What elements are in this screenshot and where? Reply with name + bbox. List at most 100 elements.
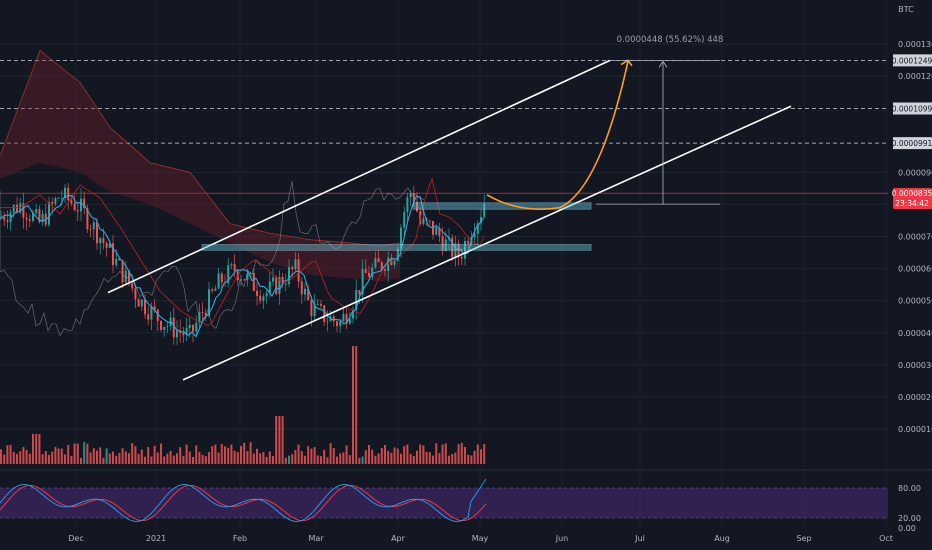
candle-body — [32, 213, 34, 221]
volume-bar — [307, 446, 310, 464]
volume-bar — [297, 444, 300, 464]
candle-body — [278, 276, 281, 294]
volume-bar — [265, 456, 268, 464]
volume-bar — [70, 455, 73, 464]
candle-body — [124, 270, 127, 283]
volume-bar — [364, 450, 367, 464]
price-tick-label: 0.0000500 — [898, 297, 932, 306]
candle-body — [57, 197, 60, 199]
volume-bar — [396, 448, 399, 464]
candle-body — [166, 326, 169, 328]
volume-bar — [339, 453, 342, 464]
volume-bar — [153, 445, 156, 464]
volume-bar — [169, 451, 172, 464]
candle-body — [435, 227, 438, 235]
channel-lower-line — [182, 105, 792, 381]
candle-body — [38, 209, 41, 223]
candle-body — [172, 317, 175, 338]
candle-body — [304, 288, 306, 295]
volume-bar — [310, 448, 313, 464]
volume-bar — [252, 453, 255, 464]
volume-bar — [192, 456, 194, 464]
volume-bar — [201, 454, 204, 464]
volume-bar — [377, 453, 380, 464]
volume-bar — [371, 449, 374, 464]
volume-bar — [144, 456, 146, 464]
price-tick-label: 0.0000600 — [898, 265, 932, 274]
time-tick-label: Apr — [391, 534, 406, 543]
volume-bar — [483, 444, 486, 464]
volume-bar — [19, 451, 22, 464]
candle-body — [307, 288, 310, 300]
volume-bar — [182, 456, 185, 464]
volume-bar — [444, 443, 447, 464]
candle-body — [387, 257, 390, 272]
volume-bar — [460, 442, 463, 464]
volume-bar — [448, 455, 450, 464]
candle-body — [265, 293, 268, 297]
support-zone-lower — [201, 244, 592, 251]
candle-body — [400, 227, 402, 249]
candle-body — [361, 269, 364, 295]
time-axis[interactable]: Dec 2021 Feb Mar Apr May Jun Jul Aug Sep Oct — [68, 534, 893, 543]
candle-body — [332, 316, 335, 322]
candle-body — [131, 283, 134, 289]
volume-bar — [246, 451, 249, 464]
candle-body — [358, 289, 361, 295]
volume-bar — [425, 452, 428, 464]
volume-bar — [249, 442, 252, 464]
time-tick-label: Mar — [308, 534, 324, 543]
candle-body — [208, 289, 210, 316]
cloud-band — [0, 50, 400, 282]
volume-bar — [83, 442, 86, 464]
candle-body — [12, 204, 15, 213]
candle-body — [464, 240, 466, 259]
candle-body — [86, 208, 89, 229]
volume-bar — [227, 447, 230, 464]
candle-body — [467, 240, 470, 244]
volume-bar — [236, 452, 239, 464]
candle-body — [371, 267, 374, 277]
volume-bar — [195, 445, 198, 464]
volume-bar — [96, 450, 98, 464]
volume-bar — [323, 449, 326, 464]
volume-bar — [208, 452, 210, 464]
candle-body — [9, 212, 12, 222]
candle-body — [272, 277, 274, 282]
volume-bar — [176, 453, 178, 464]
time-tick-label: May — [472, 534, 489, 543]
price-tick-label: 0.0000400 — [898, 329, 932, 338]
volume-bar — [105, 448, 108, 464]
volume-bar — [304, 455, 306, 464]
volume-bar — [28, 453, 31, 464]
candle-body — [211, 289, 214, 291]
volume-bar — [137, 453, 140, 464]
volume-bar — [102, 457, 105, 464]
price-axis[interactable]: BTC 0.00013000.00012000.00009000.0000800… — [892, 5, 932, 533]
candle-body — [76, 210, 79, 212]
candle-body — [262, 296, 265, 301]
volume-bar — [198, 451, 201, 464]
volume-bar — [272, 455, 274, 464]
volume-bar — [332, 448, 335, 464]
volume-bar — [89, 452, 92, 464]
candle-body — [144, 299, 146, 315]
candle-body — [348, 318, 351, 324]
time-tick-label: Sep — [796, 534, 811, 543]
candle-body — [355, 289, 358, 310]
volume-bar — [54, 446, 57, 464]
candle-body — [51, 202, 54, 204]
volume-bar — [3, 454, 6, 464]
candle-body — [393, 260, 396, 265]
candle-body — [374, 258, 377, 268]
candle-body — [320, 303, 322, 306]
candle-body — [41, 213, 44, 223]
candle-body — [105, 242, 108, 248]
candle-body — [326, 321, 329, 322]
volume-bar — [240, 446, 242, 464]
candlestick-series — [0, 177, 486, 345]
price-tick-label: 0.0000300 — [898, 361, 932, 370]
candle-body — [0, 216, 2, 218]
